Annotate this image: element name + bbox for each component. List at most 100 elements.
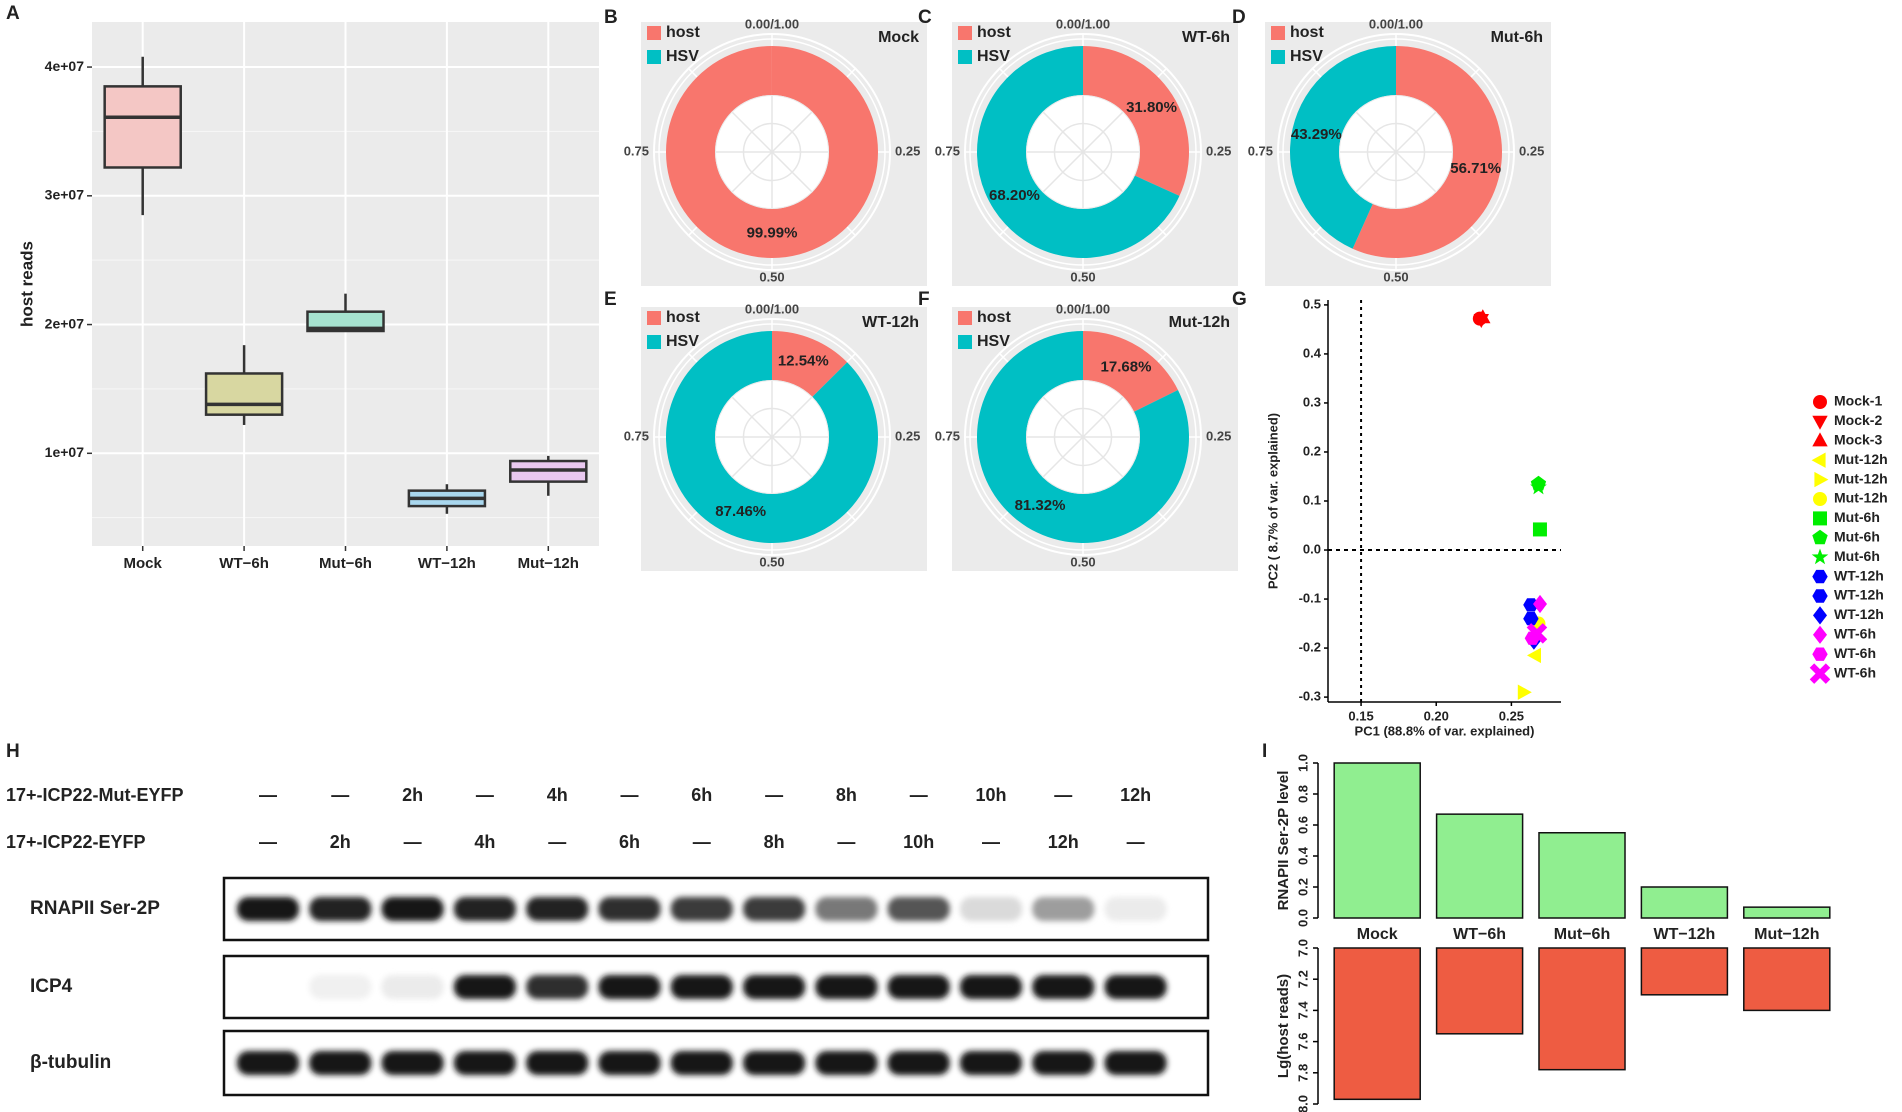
y-axis-title: PC2 ( 8.7% of var. explained) xyxy=(1265,413,1280,589)
legend-label: Mut-12h xyxy=(1834,470,1888,486)
lane-label-wt: — xyxy=(259,832,277,852)
legend-label: WT-12h xyxy=(1834,587,1884,603)
theta-label-bottom: 0.50 xyxy=(759,269,784,284)
legend-key-mut-12h xyxy=(1811,452,1826,468)
lane-label-mut: 8h xyxy=(836,785,857,805)
lane-label-wt: — xyxy=(1127,832,1145,852)
lane-label-mut: 6h xyxy=(691,785,712,805)
cross-stroke xyxy=(1526,623,1548,644)
blot-band xyxy=(960,897,1022,921)
legend-key-host xyxy=(647,26,661,40)
point-mut-12h xyxy=(1527,647,1541,664)
plot-background xyxy=(1328,300,1561,702)
y-tick-label: 1.0 xyxy=(1295,754,1310,772)
pie-panel-c: 0.00/1.00 0.25 0.50 0.75 31.80% 68.20% WT-6h ho… xyxy=(935,16,1238,286)
hole-ring xyxy=(1053,122,1113,182)
bottom-y-axis-title: Lg(host reads) xyxy=(1275,974,1292,1078)
bar-bottom-4 xyxy=(1743,947,1831,1012)
pie-panel-e: 0.00/1.00 0.25 0.50 0.75 12.54% 87.46% WT-12h h… xyxy=(624,301,927,571)
blot-band xyxy=(526,975,589,999)
blot-band xyxy=(1104,975,1167,999)
y-tick-label: 0.5 xyxy=(1303,296,1321,311)
blot-band xyxy=(887,897,950,921)
hole-ring xyxy=(1053,407,1113,467)
blot-strip xyxy=(222,1029,1210,1097)
top-y-axis-title: RNAPII Ser-2P level xyxy=(1275,771,1292,911)
blot-band xyxy=(743,975,806,999)
blot-band xyxy=(815,975,878,999)
box-body xyxy=(204,372,284,416)
blot-band xyxy=(237,1051,299,1075)
pie-panel-f: 0.00/1.00 0.25 0.50 0.75 17.68% 81.32% Mut-12h… xyxy=(935,301,1238,571)
slice-hsv xyxy=(976,46,1180,258)
y-tick-label: 8.0 xyxy=(1295,1095,1310,1112)
theta-label-bottom: 0.50 xyxy=(1070,269,1095,284)
bar-bottom-2 xyxy=(1538,947,1626,1071)
panel-a-boxplot: 1e+07 2e+07 3e+07 4e+07 Mock WT−6h Mut−6h WT−12… xyxy=(17,22,599,572)
legend-label: WT-12h xyxy=(1834,567,1884,583)
pie-title: WT-12h xyxy=(862,314,919,331)
bar-bottom-1 xyxy=(1435,947,1524,1035)
slice-host xyxy=(1352,46,1502,258)
pie-title: Mut-12h xyxy=(1169,314,1230,331)
legend-label-host: host xyxy=(666,24,700,41)
theta-label-top: 0.00/1.00 xyxy=(745,16,799,31)
point-mock-3 xyxy=(1475,309,1491,324)
x-tick-label: 0.20 xyxy=(1424,708,1449,723)
blot-band xyxy=(381,975,444,999)
lane-label-mut: — xyxy=(765,785,783,805)
blot-strip xyxy=(222,876,1210,942)
pie-panels: 0.00/1.000.250.500.7599.99%MockhostHSV0.… xyxy=(624,16,1551,571)
legend-label: Mock-2 xyxy=(1834,412,1882,428)
theta-label-left: 0.75 xyxy=(935,143,960,158)
blot-band xyxy=(670,975,733,999)
legend-label-hsv: HSV xyxy=(977,48,1010,65)
blot-band xyxy=(1032,897,1095,921)
lane-label-mut: 12h xyxy=(1120,785,1151,805)
theta-label-right: 0.25 xyxy=(895,428,920,443)
panel-h-western-blot: 17+-ICP22-Mut-EYFP 17+-ICP22-EYFP — — 2h — 4h —… xyxy=(6,785,1210,1097)
legend-key-wt-12h xyxy=(1812,569,1828,584)
lane-label-wt: 12h xyxy=(1048,832,1079,852)
legend-label: WT-12h xyxy=(1834,606,1884,622)
legend-label: Mut-6h xyxy=(1834,529,1880,545)
pie-title: Mut-6h xyxy=(1491,29,1543,46)
bar-top-1 xyxy=(1435,813,1524,919)
blot-band xyxy=(381,1051,444,1075)
legend-key-hsv xyxy=(958,335,972,349)
legend-key-host xyxy=(958,311,972,325)
legend-label: Mut-6h xyxy=(1834,509,1880,525)
blot-band xyxy=(887,1051,950,1075)
category-label: Mock xyxy=(1357,926,1398,943)
legend-key-hsv xyxy=(647,50,661,64)
pie-title: WT-6h xyxy=(1182,29,1230,46)
lane-label-mut: — xyxy=(476,785,494,805)
slice-hsv xyxy=(1290,46,1396,249)
legend-key-wt-6h xyxy=(1809,663,1831,684)
point-wt-6h xyxy=(1533,594,1547,614)
lane-label-mut: 2h xyxy=(402,785,423,805)
blot-band xyxy=(815,1051,878,1075)
legend-key-wt-12h xyxy=(1812,589,1828,603)
panel-letter-c: C xyxy=(918,7,932,28)
legend-label: WT-6h xyxy=(1834,664,1876,680)
x-tick-label: WT−12h xyxy=(418,555,476,572)
panel-letter-a: A xyxy=(6,3,20,24)
bar-top-2 xyxy=(1538,832,1626,919)
panel-letter-i: I xyxy=(1262,741,1267,762)
legend-label: WT-6h xyxy=(1834,645,1876,661)
legend-key-mut-6h xyxy=(1812,529,1828,545)
theta-label-left: 0.75 xyxy=(935,428,960,443)
x-axis-title: PC1 (88.8% of var. explained) xyxy=(1355,723,1535,738)
slice-hsv xyxy=(977,331,1189,543)
blot-band xyxy=(598,1051,661,1075)
panel-letter-f: F xyxy=(918,289,930,310)
blot-band xyxy=(526,1051,589,1075)
bar-top-4 xyxy=(1743,906,1831,919)
theta-label-bottom: 0.50 xyxy=(1383,269,1408,284)
blot-protein-label: ICP4 xyxy=(30,976,73,997)
y-tick-label: 0.1 xyxy=(1303,492,1321,507)
y-tick-label: -0.3 xyxy=(1299,689,1321,704)
blot-band xyxy=(309,897,372,921)
